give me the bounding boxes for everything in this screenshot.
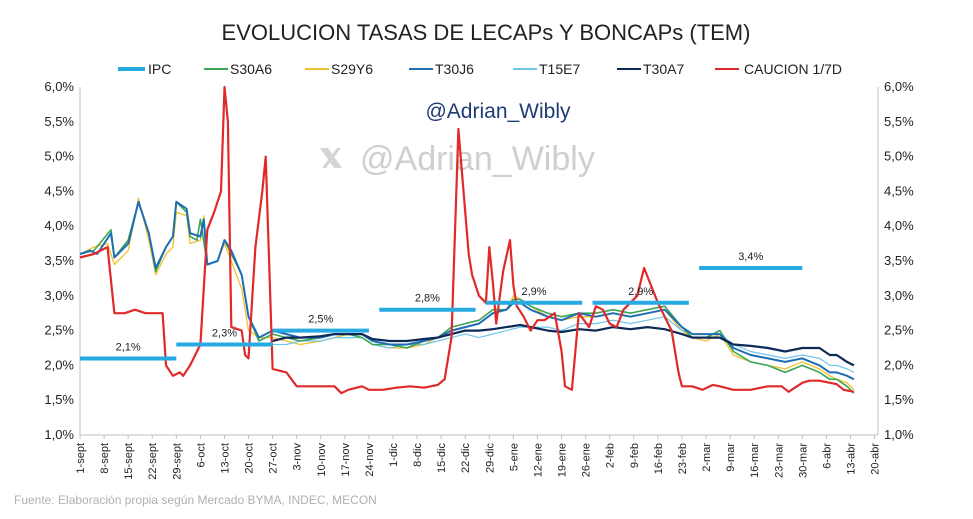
ipc-value-label: 2,1% <box>116 341 141 353</box>
x-tick-label: 19-ene <box>557 443 569 477</box>
y-tick-label-left: 4,0% <box>44 218 74 233</box>
ipc-value-label: 3,4% <box>738 251 763 263</box>
x-tick-label: 13-oct <box>219 443 231 474</box>
ipc-value-label: 2,8% <box>415 293 440 305</box>
y-tick-label-left: 2,5% <box>44 323 74 338</box>
x-tick-label: 24-nov <box>364 443 376 477</box>
x-tick-label: 23-mar <box>773 443 785 478</box>
x-tick-label: 15-dic <box>436 443 448 473</box>
x-tick-label: 20-oct <box>244 443 256 474</box>
x-tick-label: 16-feb <box>653 443 665 474</box>
chart-legend: IPC S30A6 S29Y6 T30J6 T15E7 T30A7 CAUCION 1/7D <box>118 61 842 77</box>
legend-label: S30A6 <box>230 61 272 77</box>
y-tick-label-left: 5,0% <box>44 149 74 164</box>
x-tick-label: 15-sept <box>123 443 135 480</box>
y-tick-label-left: 3,5% <box>44 253 74 268</box>
x-tick-label: 22-dic <box>460 443 472 473</box>
legend-label: T30J6 <box>435 61 474 77</box>
x-tick-label: 5-ene <box>508 443 520 471</box>
series-layer <box>79 85 855 395</box>
x-tick-label: 1-dic <box>388 443 400 467</box>
legend-label: IPC <box>148 61 171 77</box>
y-tick-label-left: 5,5% <box>44 114 74 129</box>
x-tick-label: 2-mar <box>701 443 713 472</box>
x-logo-icon <box>320 148 342 168</box>
y-tick-label-right: 1,5% <box>884 392 914 407</box>
ipc-value-label: 2,9% <box>628 286 653 298</box>
y-tick-label-right: 6,0% <box>884 79 914 94</box>
series-line-caucion-1-7d <box>79 85 855 395</box>
y-tick-label-right: 2,0% <box>884 357 914 372</box>
x-tick-label: 29-sept <box>171 443 183 480</box>
x-tick-label: 29-dic <box>484 443 496 473</box>
x-tick-label: 22-sept <box>147 443 159 480</box>
y-tick-label-left: 1,0% <box>44 427 74 442</box>
x-tick-label: 23-feb <box>677 443 689 474</box>
x-tick-label: 10-nov <box>316 443 328 477</box>
y-tick-label-right: 1,0% <box>884 427 914 442</box>
x-axis: 1-sept 8-sept 15-sept 22-sept 29-sept 6-oct 13… <box>75 435 882 480</box>
y-tick-label-right: 4,5% <box>884 183 914 198</box>
y-tick-label-left: 4,5% <box>44 183 74 198</box>
y-tick-label-right: 3,0% <box>884 288 914 303</box>
y-tick-label-left: 2,0% <box>44 357 74 372</box>
legend-label: T30A7 <box>643 61 684 77</box>
x-tick-label: 9-mar <box>725 443 737 472</box>
y-tick-label-left: 1,5% <box>44 392 74 407</box>
y-tick-label-left: 3,0% <box>44 288 74 303</box>
x-tick-label: 27-oct <box>268 443 280 474</box>
x-tick-label: 1-sept <box>75 443 87 474</box>
series-line-t30j6 <box>79 200 855 381</box>
y-axis-left: 1,0% 1,5% 2,0% 2,5% 3,0% 3,5% 4,0% 4,5% 5,0% 5,5%… <box>44 79 74 442</box>
x-tick-label: 2-feb <box>605 443 617 468</box>
x-tick-label: 26-ene <box>581 443 593 477</box>
chart-axes <box>79 87 879 436</box>
source-note: Fuente: Elaboración propia según Mercado… <box>14 493 377 507</box>
x-tick-label: 6-abr <box>821 443 833 469</box>
x-tick-label: 13-abr <box>845 443 857 475</box>
x-tick-label: 6-oct <box>195 443 207 467</box>
y-tick-label-right: 5,0% <box>884 149 914 164</box>
x-tick-label: 12-ene <box>532 443 544 477</box>
y-tick-label-right: 4,0% <box>884 218 914 233</box>
x-tick-label: 16-mar <box>749 443 761 478</box>
y-tick-label-right: 5,5% <box>884 114 914 129</box>
x-tick-label: 9-feb <box>629 443 641 468</box>
x-tick-label: 3-nov <box>292 443 304 471</box>
chart-title: EVOLUCION TASAS DE LECAPs Y BONCAPs (TEM… <box>222 20 751 45</box>
y-axis-right: 1,0% 1,5% 2,0% 2,5% 3,0% 3,5% 4,0% 4,5% 5,0% 5,5%… <box>884 79 914 442</box>
ipc-layer: 2,1% 2,3% 2,5% 2,8% 2,9% 2,9% 3,4% <box>80 251 803 361</box>
x-tick-label: 17-nov <box>340 443 352 477</box>
x-tick-label: 8-sept <box>99 443 111 474</box>
y-tick-label-right: 2,5% <box>884 323 914 338</box>
y-tick-label-right: 3,5% <box>884 253 914 268</box>
ipc-value-label: 2,5% <box>308 314 333 326</box>
x-tick-label: 20-abr <box>870 443 882 475</box>
series-line-t30a7 <box>272 323 855 367</box>
legend-label: T15E7 <box>539 61 580 77</box>
legend-label: CAUCION 1/7D <box>744 61 842 77</box>
y-tick-label-left: 6,0% <box>44 79 74 94</box>
x-tick-label: 8-dic <box>412 443 424 467</box>
ipc-value-label: 2,3% <box>212 328 237 340</box>
x-tick-label: 30-mar <box>797 443 809 478</box>
legend-label: S29Y6 <box>331 61 373 77</box>
watermark-handle-large: @Adrian_Wibly <box>360 140 595 178</box>
ipc-value-label: 2,9% <box>521 286 546 298</box>
watermark-handle: @Adrian_Wibly <box>425 100 571 123</box>
